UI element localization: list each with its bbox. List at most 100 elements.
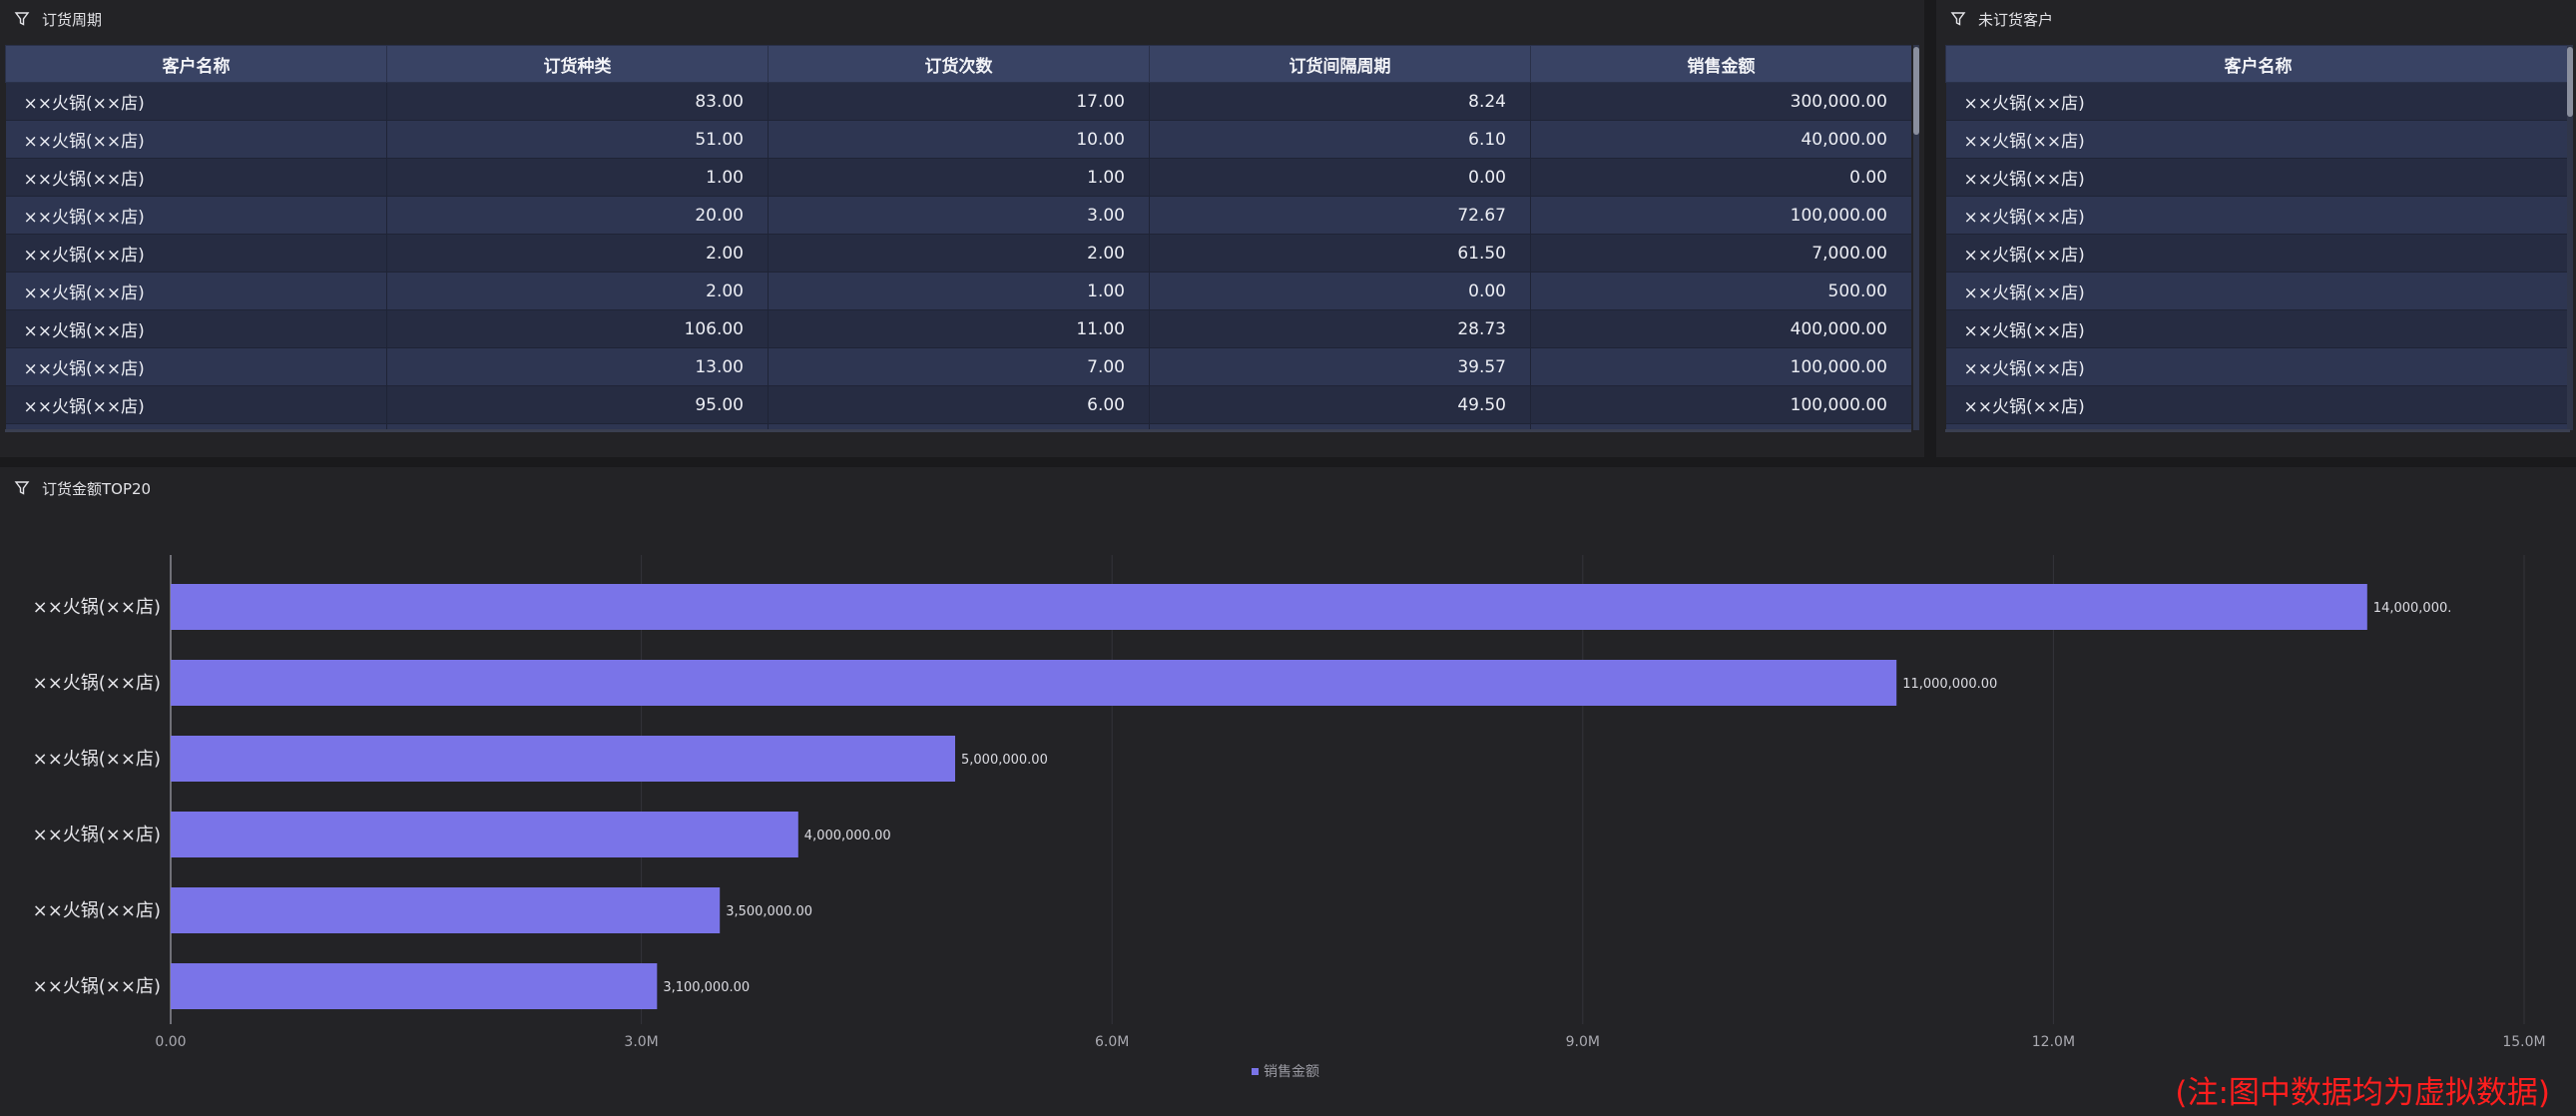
value-cell: 1.00 bbox=[768, 272, 1150, 310]
order-cycle-hscrollbar[interactable] bbox=[5, 429, 1911, 432]
value-cell: 95.00 bbox=[386, 385, 769, 424]
column-header[interactable]: 订货次数 bbox=[768, 45, 1150, 83]
order-cycle-scroll-thumb[interactable] bbox=[1913, 47, 1919, 135]
bar[interactable] bbox=[171, 963, 658, 1009]
column-header[interactable]: 客户名称 bbox=[1945, 45, 2570, 83]
table-row[interactable]: ××火锅(××店) bbox=[1945, 82, 2570, 121]
table-row[interactable]: ××火锅(××店) 2.00 1.00 0.00 500.00 bbox=[5, 272, 1911, 310]
panel-divider-vertical bbox=[1924, 0, 1936, 461]
table-header-row: 客户名称 bbox=[1945, 45, 2570, 83]
column-header[interactable]: 销售金额 bbox=[1530, 45, 1911, 83]
no-order-hscrollbar[interactable] bbox=[1945, 429, 2570, 432]
bar-value-label: 5,000,000.00 bbox=[961, 753, 1048, 768]
x-tick-label: 3.0M bbox=[624, 1034, 658, 1050]
bar-value-label: 4,000,000.00 bbox=[804, 829, 891, 843]
x-tick-label: 15.0M bbox=[2502, 1034, 2545, 1050]
table-row[interactable]: ××火锅(××店) 83.00 17.00 8.24 300,000.00 bbox=[5, 82, 1911, 121]
table-row[interactable]: ××火锅(××店) 1.00 1.00 0.00 0.00 bbox=[5, 158, 1911, 197]
table-row[interactable]: ××火锅(××店) 20.00 3.00 72.67 100,000.00 bbox=[5, 196, 1911, 235]
top20-bar-chart: 0.00 3.0M 6.0M 9.0M 12.0M 15.0M 14,000,000. ××火… bbox=[33, 555, 2546, 1080]
table-row[interactable]: ××火锅(××店) 95.00 6.00 49.50 100,000.00 bbox=[5, 385, 1911, 424]
customer-name-cell: ××火锅(××店) bbox=[5, 309, 387, 348]
customer-name-cell: ××火锅(××店) bbox=[1945, 272, 2570, 310]
y-category-label: ××火锅(××店) bbox=[33, 749, 161, 770]
value-cell: 400,000.00 bbox=[1530, 309, 1911, 348]
value-cell: 0.00 bbox=[1149, 158, 1531, 197]
bar[interactable] bbox=[171, 887, 721, 933]
filter-icon[interactable] bbox=[14, 480, 30, 496]
customer-name-cell: ××火锅(××店) bbox=[5, 272, 387, 310]
no-order-scrollbar[interactable] bbox=[2567, 45, 2573, 430]
value-cell: 100,000.00 bbox=[1530, 347, 1911, 386]
table-row[interactable] bbox=[5, 423, 1911, 430]
virtual-data-note: (注:图中数据均为虚拟数据) bbox=[2175, 1075, 2550, 1111]
table-row[interactable]: ××火锅(××店) 51.00 10.00 6.10 40,000.00 bbox=[5, 120, 1911, 159]
no-order-scroll-thumb[interactable] bbox=[2567, 47, 2573, 117]
customer-name-cell: ××火锅(××店) bbox=[1945, 196, 2570, 235]
table-row[interactable]: ××火锅(××店) bbox=[1945, 272, 2570, 310]
order-cycle-scrollbar[interactable] bbox=[1913, 45, 1919, 430]
filter-icon[interactable] bbox=[1950, 11, 1966, 27]
table-row[interactable]: ××火锅(××店) bbox=[1945, 385, 2570, 424]
legend-label[interactable]: 销售金额 bbox=[1264, 1064, 1319, 1080]
table-header-row: 客户名称 订货种类 订货次数 订货间隔周期 销售金额 bbox=[5, 45, 1911, 83]
value-cell: 100,000.00 bbox=[1530, 385, 1911, 424]
y-category-label: ××火锅(××店) bbox=[33, 673, 161, 694]
table-row[interactable]: ××火锅(××店) 2.00 2.00 61.50 7,000.00 bbox=[5, 234, 1911, 273]
customer-name-cell: ××火锅(××店) bbox=[1945, 82, 2570, 121]
value-cell: 2.00 bbox=[386, 272, 769, 310]
table-row[interactable]: ××火锅(××店) 13.00 7.00 39.57 100,000.00 bbox=[5, 347, 1911, 386]
value-cell bbox=[768, 423, 1150, 430]
y-category-label: ××火锅(××店) bbox=[33, 976, 161, 997]
x-tick-label: 12.0M bbox=[2032, 1034, 2075, 1050]
column-header[interactable]: 客户名称 bbox=[5, 45, 387, 83]
customer-name-cell: ××火锅(××店) bbox=[5, 196, 387, 235]
y-category-label: ××火锅(××店) bbox=[33, 825, 161, 845]
table-row[interactable]: ××火锅(××店) 106.00 11.00 28.73 400,000.00 bbox=[5, 309, 1911, 348]
customer-name-cell: ××火锅(××店) bbox=[1945, 120, 2570, 159]
bar[interactable] bbox=[171, 736, 955, 782]
value-cell: 6.00 bbox=[768, 385, 1150, 424]
bar-value-label: 3,100,000.00 bbox=[663, 980, 750, 995]
table-row[interactable]: ××火锅(××店) bbox=[1945, 309, 2570, 348]
value-cell: 7.00 bbox=[768, 347, 1150, 386]
value-cell bbox=[1149, 423, 1531, 430]
value-cell: 61.50 bbox=[1149, 234, 1531, 273]
no-order-table-wrap: 客户名称 ××火锅(××店) ××火锅(××店) ××火锅(××店) ××火锅(××店… bbox=[1945, 45, 2570, 430]
x-tick-label: 6.0M bbox=[1095, 1034, 1129, 1050]
top20-title: 订货金额TOP20 bbox=[42, 479, 152, 498]
value-cell bbox=[5, 423, 387, 430]
column-header[interactable]: 订货种类 bbox=[386, 45, 769, 83]
value-cell: 51.00 bbox=[386, 120, 769, 159]
order-cycle-table-wrap: 客户名称 订货种类 订货次数 订货间隔周期 销售金额 ××火锅(××店) 83.00 17.… bbox=[5, 45, 1911, 430]
no-order-panel: 未订货客户 客户名称 ××火锅(××店) ××火锅(××店) ××火锅(××店) ××… bbox=[1936, 0, 2576, 457]
legend-swatch bbox=[1252, 1068, 1259, 1075]
customer-name-cell: ××火锅(××店) bbox=[1945, 309, 2570, 348]
value-cell: 20.00 bbox=[386, 196, 769, 235]
no-order-header: 未订货客户 bbox=[1950, 8, 2053, 30]
value-cell: 3.00 bbox=[768, 196, 1150, 235]
table-row[interactable]: ××火锅(××店) bbox=[1945, 196, 2570, 235]
column-header[interactable]: 订货间隔周期 bbox=[1149, 45, 1531, 83]
table-row[interactable]: ××火锅(××店) bbox=[1945, 234, 2570, 273]
customer-name-cell: ××火锅(××店) bbox=[1945, 385, 2570, 424]
y-category-label: ××火锅(××店) bbox=[33, 900, 161, 921]
table-row[interactable]: ××火锅(××店) bbox=[1945, 158, 2570, 197]
customer-name-cell: ××火锅(××店) bbox=[5, 120, 387, 159]
value-cell: 13.00 bbox=[386, 347, 769, 386]
customer-name-cell: ××火锅(××店) bbox=[5, 82, 387, 121]
bar[interactable] bbox=[171, 584, 2367, 630]
bar[interactable] bbox=[171, 660, 1897, 706]
value-cell: 10.00 bbox=[768, 120, 1150, 159]
value-cell: 2.00 bbox=[768, 234, 1150, 273]
order-cycle-panel: 订货周期 客户名称 订货种类 订货次数 订货间隔周期 销售金额 ××火锅(××店) 83.… bbox=[0, 0, 1924, 457]
value-cell: 28.73 bbox=[1149, 309, 1531, 348]
table-row[interactable]: ××火锅(××店) bbox=[1945, 347, 2570, 386]
table-row[interactable]: ××火锅(××店) bbox=[1945, 120, 2570, 159]
value-cell: 1.00 bbox=[386, 158, 769, 197]
filter-icon[interactable] bbox=[14, 11, 30, 27]
no-order-title: 未订货客户 bbox=[1978, 10, 2054, 29]
value-cell: 100,000.00 bbox=[1530, 196, 1911, 235]
value-cell: 0.00 bbox=[1530, 158, 1911, 197]
bar[interactable] bbox=[171, 812, 798, 857]
